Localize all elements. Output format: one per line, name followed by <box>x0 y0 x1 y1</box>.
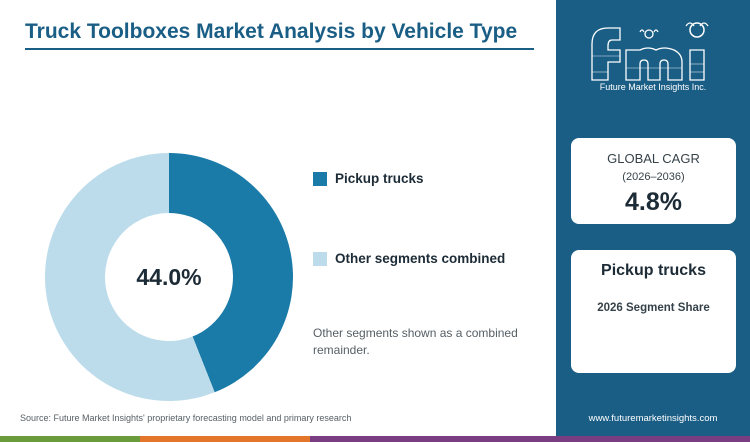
fmi-logo <box>591 22 709 81</box>
chart-title: Truck Toolboxes Market Analysis by Vehic… <box>25 20 518 43</box>
donut-chart <box>44 152 294 402</box>
bottom-bar-purple <box>310 436 750 442</box>
title-underline <box>25 48 534 50</box>
donut-slice-other-segments-combined <box>45 153 215 401</box>
legend-swatch-pickup-trucks <box>313 171 327 186</box>
cagr-card: GLOBAL CAGR (2026–2036) 4.8% <box>571 138 736 224</box>
logo-subtext: Future Market Insights Inc. <box>599 82 707 92</box>
donut-chart-svg <box>45 153 293 401</box>
chart-panel: Truck Toolboxes Market Analysis by Vehic… <box>20 20 534 423</box>
website-link[interactable]: www.futuremarketinsights.com <box>588 413 718 424</box>
segment-title: Pickup trucks <box>601 262 706 279</box>
cagr-period: (2026–2036) <box>622 171 685 183</box>
cagr-label: GLOBAL CAGR <box>607 151 700 166</box>
legend-item-other-segments: Other segments combined <box>313 251 505 266</box>
cagr-value: 4.8% <box>625 188 682 216</box>
donut-center-label: 44.0% <box>136 263 202 290</box>
segment-subtitle: 2026 Segment Share <box>597 302 710 314</box>
legend-label-pickup-trucks: Pickup trucks <box>335 171 424 186</box>
donut-slice-pickup-trucks <box>169 153 293 393</box>
source-note: Source: Future Market Insights' propriet… <box>20 413 352 423</box>
legend-label-other-segments: Other segments combined <box>335 251 506 266</box>
segment-card: Pickup trucks 2026 Segment Share <box>571 250 736 373</box>
legend-item-pickup-trucks: Pickup trucks <box>313 171 424 186</box>
bottom-bar-green <box>0 436 140 442</box>
bottom-color-bar <box>0 436 750 442</box>
chart-note: Other segments shown as a combined remai… <box>313 326 518 357</box>
legend-swatch-other-segments <box>313 251 327 266</box>
bottom-bar-orange <box>140 436 310 442</box>
